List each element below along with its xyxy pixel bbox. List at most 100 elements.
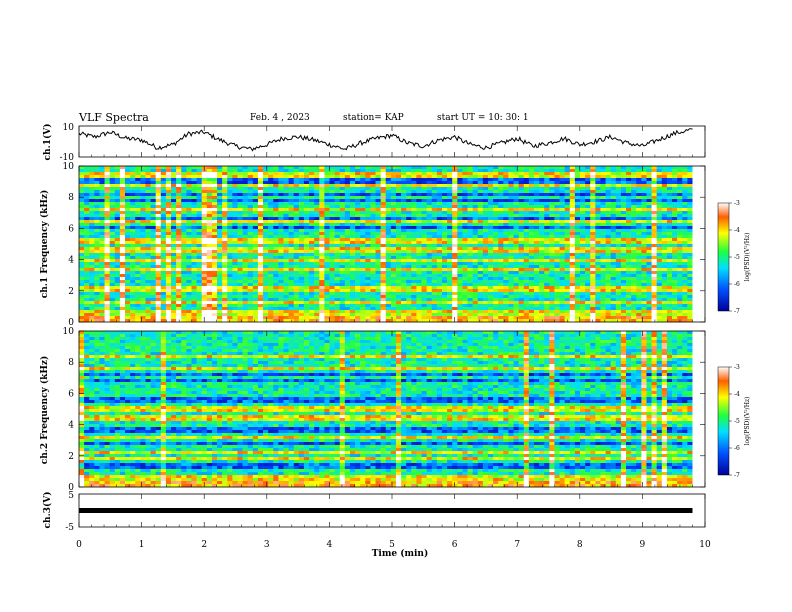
spectrogram-cell xyxy=(222,229,228,233)
spectrogram-cell xyxy=(600,241,606,245)
spectrogram-cell xyxy=(590,187,596,191)
spectrogram-cell xyxy=(610,214,617,218)
spectrogram-cell xyxy=(687,262,693,266)
spectrogram-cell xyxy=(237,175,243,179)
spectrogram-cell xyxy=(441,196,448,200)
spectrogram-cell xyxy=(380,271,387,275)
spectrogram-cell xyxy=(355,274,361,278)
spectrogram-cell xyxy=(145,199,151,203)
spectrogram-cell xyxy=(482,208,489,212)
spectrogram-cell xyxy=(94,280,100,284)
spectrogram-cell xyxy=(580,244,586,248)
spectrogram-cell xyxy=(452,196,458,200)
spectrogram-cell xyxy=(493,274,499,278)
spectrogram-cell xyxy=(165,214,172,218)
spectrogram-cell xyxy=(227,178,233,182)
spectrogram-cell xyxy=(303,172,310,176)
spectrogram-cell xyxy=(641,196,647,200)
spectrogram-cell xyxy=(324,274,330,278)
spectrogram-cell xyxy=(242,229,248,233)
spectrogram-cell xyxy=(477,220,484,224)
spectrogram-cell xyxy=(436,229,443,233)
spectrogram-cell xyxy=(651,280,657,284)
spectrogram-cell xyxy=(293,265,300,269)
spectrogram-cell xyxy=(452,280,458,284)
spectrogram-cell xyxy=(288,184,295,188)
spectrogram-cell xyxy=(314,181,320,185)
spectrogram-cell xyxy=(595,169,601,173)
spectrogram-cell xyxy=(585,247,591,251)
spectrogram-cell xyxy=(677,202,683,206)
spectrogram-cell xyxy=(375,208,381,212)
spectrogram-cell xyxy=(472,232,479,236)
spectrogram-cell xyxy=(395,181,402,185)
spectrogram-cell xyxy=(385,214,392,218)
spectrogram-cell xyxy=(610,205,617,209)
spectrogram-cell xyxy=(94,256,100,260)
spectrogram-cell xyxy=(344,184,351,188)
spectrogram-cell xyxy=(600,175,606,179)
spectrogram-cell xyxy=(119,244,126,248)
spectrogram-cell xyxy=(140,226,146,230)
spectrogram-cell xyxy=(656,217,663,221)
spectrogram-cell xyxy=(165,259,172,263)
spectrogram-cell xyxy=(620,229,627,233)
spectrogram-cell xyxy=(217,229,223,233)
spectrogram-cell xyxy=(211,229,218,233)
spectrogram-cell xyxy=(411,277,417,281)
spectrogram-cell xyxy=(452,172,458,176)
spectrogram-cell xyxy=(656,214,663,218)
spectrogram-cell xyxy=(355,220,361,224)
spectrogram-cell xyxy=(365,169,371,173)
spectrogram-cell xyxy=(580,232,586,236)
spectrogram-cell xyxy=(595,217,601,221)
spectrogram-cell xyxy=(375,250,381,254)
spectrogram-cell xyxy=(237,211,243,215)
spectrogram-cell xyxy=(339,181,346,185)
spectrogram-cell xyxy=(672,283,678,287)
spectrogram-cell xyxy=(160,169,167,173)
spectrogram-cell xyxy=(477,190,484,194)
spectrogram-cell xyxy=(600,259,606,263)
spectrogram-cell xyxy=(682,259,688,263)
spectrogram-cell xyxy=(273,175,279,179)
spectrogram-cell xyxy=(155,232,162,236)
spectrogram-cell xyxy=(227,235,233,239)
spectrogram-cell xyxy=(672,235,678,239)
spectrogram-cell xyxy=(528,202,535,206)
spectrogram-cell xyxy=(360,184,366,188)
spectrogram-cell xyxy=(109,199,116,203)
spectrogram-cell xyxy=(242,214,248,218)
spectrogram-cell xyxy=(160,235,167,239)
spectrogram-cell xyxy=(457,235,463,239)
spectrogram-cell xyxy=(293,196,300,200)
spectrogram-cell xyxy=(319,244,325,248)
spectrogram-cell xyxy=(666,232,673,236)
spectrogram-cell xyxy=(329,205,335,209)
spectrogram-cell xyxy=(370,205,376,209)
spectrogram-cell xyxy=(89,223,95,227)
ch1-spectrogram-image xyxy=(79,166,705,323)
spectrogram-cell xyxy=(585,271,591,275)
spectrogram-cell xyxy=(273,172,279,176)
spectrogram-cell xyxy=(375,265,381,269)
spectrogram-cell xyxy=(477,274,484,278)
spectrogram-cell xyxy=(222,250,228,254)
spectrogram-cell xyxy=(651,250,657,254)
spectrogram-cell xyxy=(477,202,484,206)
spectrogram-cell xyxy=(656,268,663,272)
spectrogram-cell xyxy=(334,172,341,176)
spectrogram-cell xyxy=(539,169,545,173)
spectrogram-cell xyxy=(610,226,617,230)
spectrogram-cell xyxy=(554,169,560,173)
spectrogram-cell xyxy=(544,277,550,281)
spectrogram-cell xyxy=(355,277,361,281)
spectrogram-cell xyxy=(84,199,90,203)
spectrogram-cell xyxy=(232,178,238,182)
spectrogram-cell xyxy=(268,178,274,182)
spectrogram-cell xyxy=(687,229,693,233)
spectrogram-cell xyxy=(472,259,479,263)
spectrogram-cell xyxy=(268,259,274,263)
spectrogram-cell xyxy=(554,196,560,200)
spectrogram-cell xyxy=(160,229,167,233)
